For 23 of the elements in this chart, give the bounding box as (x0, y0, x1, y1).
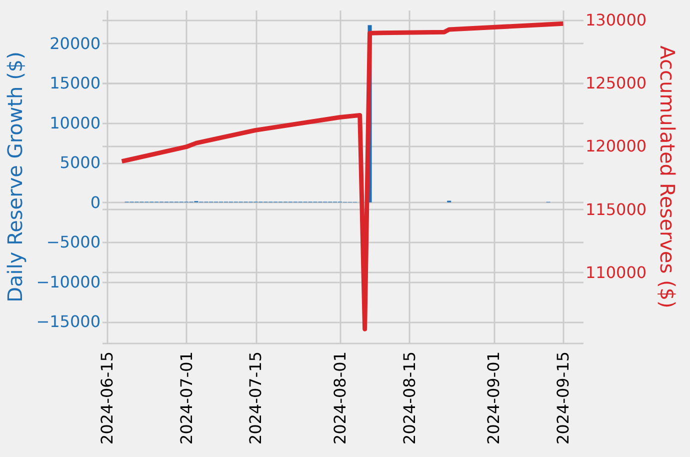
y-tick-label: 10000 (50, 113, 100, 132)
x-tick-label: 2024-07-01 (176, 352, 196, 444)
x-tick-label: 2024-07-15 (246, 352, 266, 444)
y2-tick-label: 110000 (586, 262, 647, 282)
x-tick-label: 2024-06-15 (97, 352, 116, 444)
x-tick-label: 2024-08-15 (400, 352, 419, 444)
y2-tick-label: 125000 (586, 74, 647, 93)
line-series (120, 21, 566, 332)
y-axis-title: Daily Reserve Growth ($) (3, 52, 28, 302)
y-tick-label: 0 (90, 192, 100, 212)
y2-tick-label: 115000 (586, 200, 647, 219)
x-tick-label: 2024-09-15 (554, 352, 573, 444)
x-tick-label: 2024-09-01 (484, 352, 504, 444)
y-tick-label: −5000 (46, 232, 100, 252)
y2-tick-label: 130000 (586, 10, 647, 30)
y-tick-label: 20000 (50, 34, 100, 53)
y-tick-label: 5000 (60, 153, 100, 172)
y-tick-label: 15000 (50, 74, 100, 93)
y2-axis-title: Accumulated Reserves ($) (656, 46, 680, 308)
y2-tick-label: 120000 (586, 136, 647, 156)
y-tick-label: −15000 (36, 312, 100, 332)
x-tick-label: 2024-08-01 (330, 352, 350, 444)
y-tick-label: −10000 (36, 272, 100, 292)
